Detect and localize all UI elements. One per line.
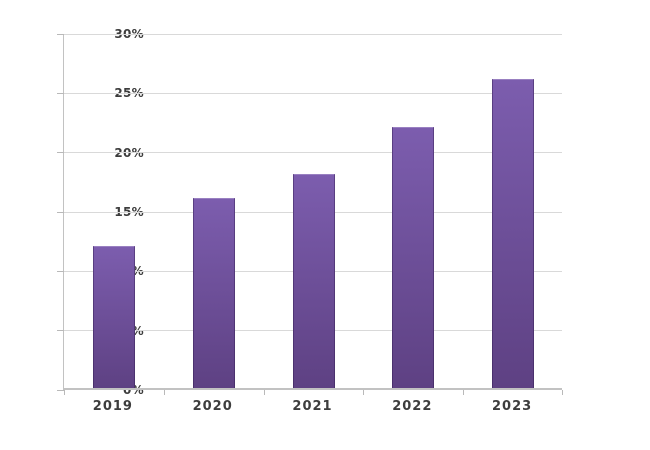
gridline-25% [64,92,562,94]
x-axis-tick [363,390,365,395]
x-axis-label-2022: 2022 [392,399,433,414]
plot-area [57,33,563,395]
x-axis-tick [64,390,65,395]
x-axis-label-2019: 2019 [92,399,133,414]
x-axis-tick [263,390,265,395]
y-axis-tick [57,330,64,332]
x-axis-label-2020: 2020 [192,399,233,414]
y-axis-tick [57,211,64,213]
y-axis-tick [57,33,64,35]
x-axis-tick [163,390,165,395]
x-axis-tick [463,390,465,395]
gridline-30% [64,33,562,35]
bar-2023 [492,79,535,388]
gridline-20% [64,152,562,154]
bar-2022 [392,126,435,388]
x-axis-tick [562,390,563,395]
bar-2020 [192,198,235,388]
x-axis-label-2021: 2021 [292,399,333,414]
x-axis-label-2023: 2023 [492,399,533,414]
y-axis-tick [57,389,64,391]
bar-2021 [292,174,335,388]
y-axis-tick [57,92,64,94]
y-axis-tick [57,152,64,154]
y-axis-tick [57,270,64,272]
bar-2019 [92,245,135,388]
